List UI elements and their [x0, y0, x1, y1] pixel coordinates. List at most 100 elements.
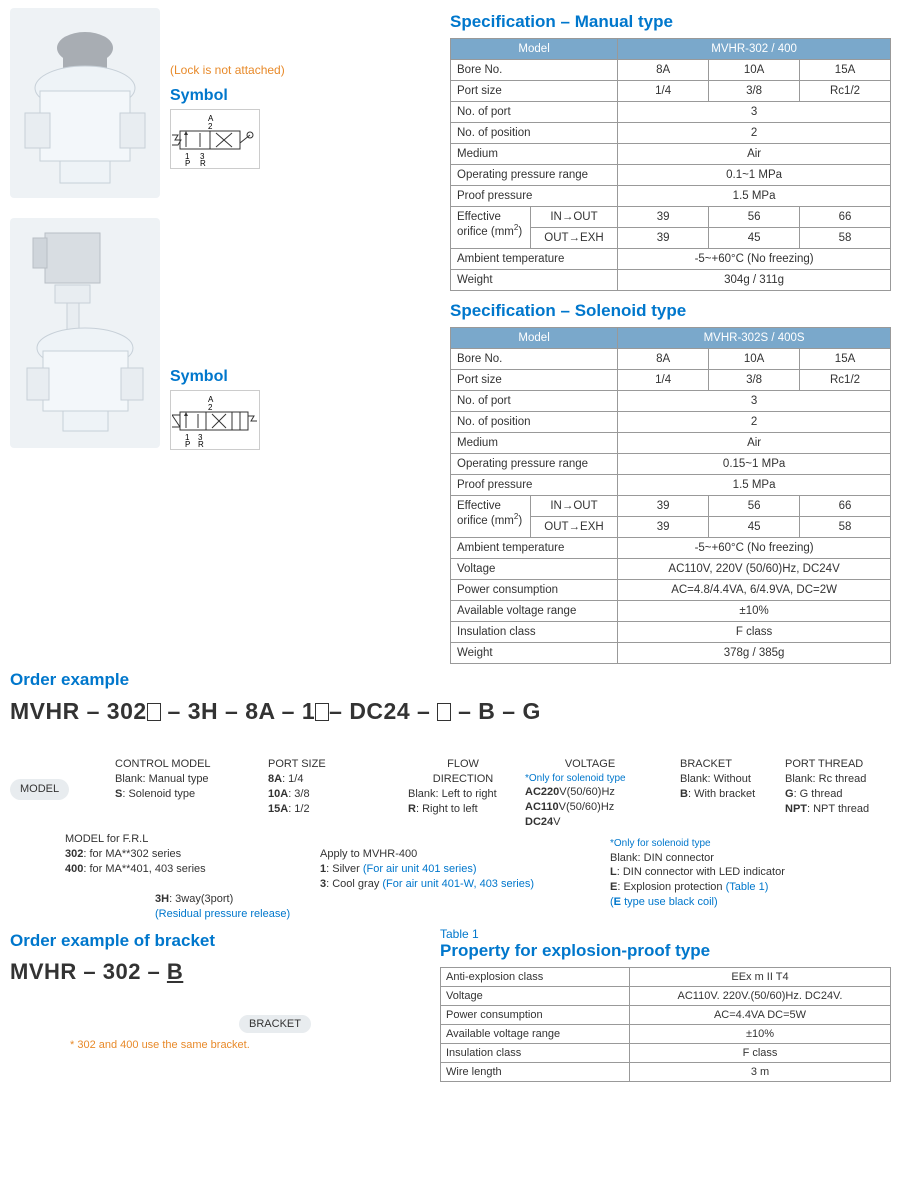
spec-manual-table: ModelMVHR-302 / 400 Bore No.8A10A15A Por…	[450, 38, 891, 291]
cell: AC=4.4VA DC=5W	[630, 1006, 891, 1025]
svg-text:R: R	[200, 159, 206, 167]
threeh-l2: (Residual pressure release)	[155, 907, 325, 922]
cell: F class	[630, 1044, 891, 1063]
order-legend: MODEL CONTROL MODEL Blank: Manual type S…	[10, 737, 890, 927]
thread-l3: NPT: NPT thread	[785, 802, 895, 817]
cell: 2	[618, 123, 891, 144]
control-title: CONTROL MODEL	[115, 757, 245, 772]
row-label: Weight	[451, 643, 618, 664]
voltage-title: VOLTAGE	[525, 757, 655, 772]
row-label: Operating pressure range	[451, 165, 618, 186]
cell: 10A	[709, 60, 800, 81]
cell: 39	[618, 517, 709, 538]
symbol-label-solenoid: Symbol	[170, 368, 260, 386]
row-label: Proof pressure	[451, 186, 618, 207]
bracket-order-title: Order example of bracket	[10, 931, 420, 951]
cell: 58	[800, 228, 891, 249]
explosion-title: Property for explosion-proof type	[440, 941, 891, 961]
cell: ±10%	[618, 601, 891, 622]
flow-title: FLOWDIRECTION	[408, 757, 518, 787]
connector-l3: E: Explosion protection (Table 1)	[610, 880, 840, 895]
cell: 39	[618, 496, 709, 517]
manual-product-block: (Lock is not attached) Symbol A 2	[10, 8, 450, 198]
row-label: Weight	[451, 270, 618, 291]
row-label: Port size	[451, 370, 618, 391]
flow-l2: R: Right to left	[408, 802, 518, 817]
cell: 0.15~1 MPa	[618, 454, 891, 475]
bracket-l2: B: With bracket	[680, 787, 780, 802]
row-port-label: Port size	[451, 81, 618, 102]
portsize-l1: 8A: 1/4	[268, 772, 348, 787]
apply400-l1: 1: Silver (For air unit 401 series)	[320, 862, 570, 877]
cell: 2	[618, 412, 891, 433]
symbol-diagram-solenoid: A 2 1 3	[170, 390, 260, 450]
row-label: Ambient temperature	[451, 249, 618, 270]
bracket-l1: Blank: Without	[680, 772, 780, 787]
control-l2: S: Solenoid type	[115, 787, 245, 802]
cell: EEx m II T4	[630, 968, 891, 987]
bracket-note: * 302 and 400 use the same bracket.	[70, 1039, 420, 1051]
cell: F class	[618, 622, 891, 643]
frl-l1: 302: for MA**302 series	[65, 847, 235, 862]
row-label: Available voltage range	[451, 601, 618, 622]
cell: Rc1/2	[800, 81, 891, 102]
row-label: Medium	[451, 144, 618, 165]
sublabel: OUT→EXH	[531, 228, 617, 248]
row-label: Operating pressure range	[451, 454, 618, 475]
cell: 1/4	[618, 370, 709, 391]
cell: 3	[618, 391, 891, 412]
symbol-label-manual: Symbol	[170, 87, 285, 105]
cell: 1/4	[618, 81, 709, 102]
model-header: Model	[451, 328, 618, 349]
cell: 8A	[618, 60, 709, 81]
cell: 58	[800, 517, 891, 538]
cell: 66	[800, 207, 891, 228]
cell: ±10%	[630, 1025, 891, 1044]
cell: 39	[618, 228, 709, 249]
cell: 45	[709, 228, 800, 249]
svg-text:P: P	[185, 159, 190, 167]
connector-l1: Blank: DIN connector	[610, 851, 840, 866]
order-example-title: Order example	[10, 670, 891, 690]
control-l1: Blank: Manual type	[115, 772, 245, 787]
cell: AC=4.8/4.4VA, 6/4.9VA, DC=2W	[618, 580, 891, 601]
flow-l1: Blank: Left to right	[408, 787, 518, 802]
apply400-title: Apply to MVHR-400	[320, 847, 570, 862]
connector-l4: (E type use black coil)	[610, 895, 840, 910]
cell: 1.5 MPa	[618, 186, 891, 207]
solenoid-product-image	[10, 218, 160, 448]
svg-text:R: R	[198, 440, 204, 448]
explosion-table: Anti-explosion classEEx m II T4 VoltageA…	[440, 967, 891, 1082]
cell: 15A	[800, 60, 891, 81]
cell: 56	[709, 207, 800, 228]
bracket-title: BRACKET	[680, 757, 780, 772]
cell: 304g / 311g	[618, 270, 891, 291]
svg-text:2: 2	[208, 403, 213, 412]
cell: -5~+60°C (No freezing)	[618, 538, 891, 559]
manual-product-image	[10, 8, 160, 198]
symbol-diagram-manual: A 2 1 3 P	[170, 109, 260, 169]
connector-l2: L: DIN connector with LED indicator	[610, 865, 840, 880]
cell: Air	[618, 144, 891, 165]
cell: 56	[709, 496, 800, 517]
row-label: Ambient temperature	[451, 538, 618, 559]
row-label: No. of position	[451, 123, 618, 144]
svg-text:2: 2	[208, 122, 213, 131]
frl-title: MODEL for F.R.L	[65, 832, 235, 847]
row-label: Available voltage range	[441, 1025, 630, 1044]
sublabel: OUT→EXH	[531, 517, 617, 537]
lock-note: (Lock is not attached)	[170, 63, 285, 77]
row-label: Anti-explosion class	[441, 968, 630, 987]
frl-l2: 400: for MA**401, 403 series	[65, 862, 235, 877]
cell: 45	[709, 517, 800, 538]
row-label: No. of port	[451, 391, 618, 412]
cell: 39	[618, 207, 709, 228]
cell: 378g / 385g	[618, 643, 891, 664]
cell: 15A	[800, 349, 891, 370]
cell: 10A	[709, 349, 800, 370]
row-label: Voltage	[441, 987, 630, 1006]
row-label: Wire length	[441, 1063, 630, 1082]
cell: -5~+60°C (No freezing)	[618, 249, 891, 270]
row-label: Bore No.	[451, 349, 618, 370]
row-label: Insulation class	[451, 622, 618, 643]
